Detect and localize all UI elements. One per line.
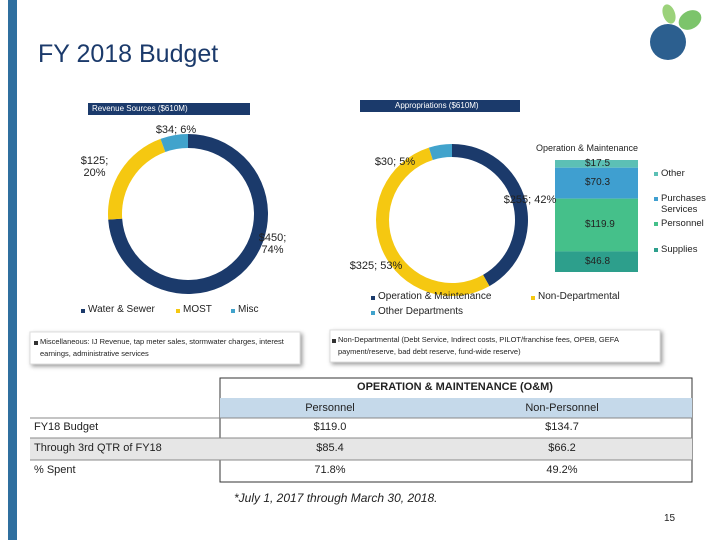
- legend-swatch: [371, 311, 375, 315]
- legend-label: Personnel: [661, 218, 704, 229]
- table-frame: [219, 377, 693, 483]
- table-title: OPERATION & MAINTENANCE (O&M): [357, 381, 553, 393]
- table-header-bg: [220, 398, 692, 418]
- legend-swatch: [654, 197, 658, 201]
- table-cell: 71.8%: [314, 464, 346, 476]
- data-label: $30; 5%: [374, 156, 416, 168]
- table-row-bg: [30, 438, 692, 460]
- column-header: Non-Personnel: [525, 402, 599, 414]
- legend-swatch: [34, 341, 38, 345]
- data-label: $325; 53%: [349, 260, 403, 272]
- legend-swatch: [531, 296, 535, 300]
- side-bar: [8, 0, 17, 540]
- footnote: *July 1, 2017 through March 30, 2018.: [234, 491, 438, 505]
- data-label: $17.5: [585, 157, 611, 169]
- table-cell: $66.2: [548, 442, 576, 454]
- data-label: $255; 42%: [503, 194, 557, 206]
- legend-swatch: [81, 309, 85, 313]
- legend-label: Other Departments: [378, 306, 464, 317]
- table-cell: $134.7: [545, 421, 579, 433]
- legend-label: Supplies: [661, 244, 698, 255]
- note: Non-Departmental (Debt Service, Indirect…: [338, 335, 619, 356]
- legend-label: MOST: [183, 304, 212, 315]
- legend-swatch: [371, 296, 375, 300]
- data-label: $125; 20%: [80, 155, 109, 179]
- row-header: % Spent: [34, 464, 76, 476]
- table-cell: 49.2%: [546, 464, 578, 476]
- legend-label: Water & Sewer: [88, 304, 155, 315]
- bar-segment: [555, 251, 638, 272]
- title-bar: [88, 103, 250, 115]
- donut-slice: [428, 144, 452, 160]
- legend-swatch: [654, 172, 658, 176]
- table-cell: $119.0: [313, 421, 347, 433]
- title-bar: [360, 100, 520, 112]
- table-cell: $85.4: [316, 442, 344, 454]
- legend-label: Other: [661, 168, 685, 179]
- data-label: $450; 74%: [258, 232, 287, 256]
- data-label: $119.9: [585, 219, 615, 231]
- logo: [650, 4, 702, 60]
- note: Miscellaneous: IJ Revenue, tap meter sal…: [40, 337, 284, 358]
- donut-slice: [452, 144, 529, 287]
- row-header: Through 3rd QTR of FY18: [34, 442, 162, 454]
- chart-title: Operation & Maintenance: [536, 143, 639, 153]
- bar-segment: [555, 198, 638, 252]
- legend-swatch: [176, 309, 180, 313]
- row-header: FY18 Budget: [34, 421, 99, 433]
- bar-segment: [555, 160, 638, 168]
- chart-title: Appropriations ($610M): [395, 101, 479, 110]
- legend-swatch: [231, 309, 235, 313]
- donut-slice: [376, 147, 490, 296]
- legend-swatch: [654, 222, 658, 226]
- data-label: $34; 6%: [155, 124, 197, 136]
- legend-label: Purchases Services: [661, 193, 706, 215]
- page-number: 15: [664, 513, 676, 524]
- slide-title: FY 2018 Budget: [38, 40, 219, 68]
- column-header: Personnel: [305, 402, 355, 414]
- legend-swatch: [654, 248, 658, 252]
- note-box: [329, 329, 661, 363]
- legend-swatch: [332, 339, 336, 343]
- donut-slice: [107, 138, 166, 220]
- data-label: $70.3: [585, 177, 611, 189]
- bar-segment: [555, 167, 638, 199]
- note-box: [29, 331, 301, 365]
- legend-label: Operation & Maintenance: [378, 291, 492, 302]
- chart-title: Revenue Sources ($610M): [92, 104, 188, 113]
- donut-slice: [160, 134, 188, 153]
- data-label: $46.8: [585, 255, 611, 267]
- legend-label: Non-Departmental: [538, 291, 620, 302]
- legend-label: Misc: [238, 304, 259, 315]
